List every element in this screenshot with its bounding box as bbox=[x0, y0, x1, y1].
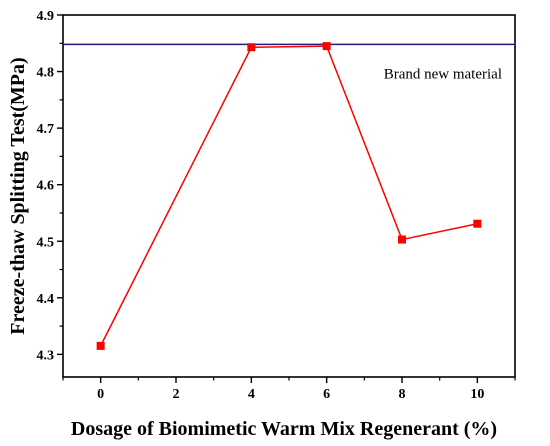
x-tick-label: 6 bbox=[323, 387, 330, 402]
y-tick-label: 4.6 bbox=[37, 179, 55, 194]
y-tick-label: 4.3 bbox=[37, 348, 55, 363]
x-tick-label: 0 bbox=[97, 387, 104, 402]
reference-line-label: Brand new material bbox=[384, 66, 502, 82]
x-tick-label: 8 bbox=[399, 387, 406, 402]
reference-line-group: Brand new material bbox=[63, 43, 515, 82]
x-tick-label: 2 bbox=[173, 387, 180, 402]
x-tick-label: 10 bbox=[470, 387, 484, 402]
series-group bbox=[96, 42, 482, 350]
plot-area: 0 2 4 6 8 10 4.3 4.4 4.5 4.6 4.7 4.8 4.9 Brand new … bbox=[37, 9, 516, 402]
y-axis-title: Freeze-thaw Splitting Test(MPa) bbox=[7, 57, 29, 334]
x-axis-title: Dosage of Biomimetic Warm Mix Regenerant… bbox=[71, 418, 497, 440]
y-tick-label: 4.8 bbox=[37, 66, 55, 81]
data-point bbox=[96, 341, 105, 350]
data-point bbox=[398, 235, 406, 244]
data-point bbox=[322, 42, 331, 51]
y-ticks: 4.3 4.4 4.5 4.6 4.7 4.8 4.9 bbox=[37, 9, 63, 363]
x-ticks: 0 2 4 6 8 10 bbox=[62, 377, 516, 402]
y-tick-label: 4.5 bbox=[37, 235, 55, 250]
data-point bbox=[247, 43, 256, 52]
y-tick-label: 4.4 bbox=[37, 292, 55, 307]
y-tick-label: 4.7 bbox=[37, 122, 55, 137]
y-tick-label: 4.9 bbox=[37, 9, 55, 24]
x-tick-label: 4 bbox=[248, 387, 255, 402]
data-point bbox=[473, 219, 482, 228]
series-line bbox=[100, 45, 478, 347]
